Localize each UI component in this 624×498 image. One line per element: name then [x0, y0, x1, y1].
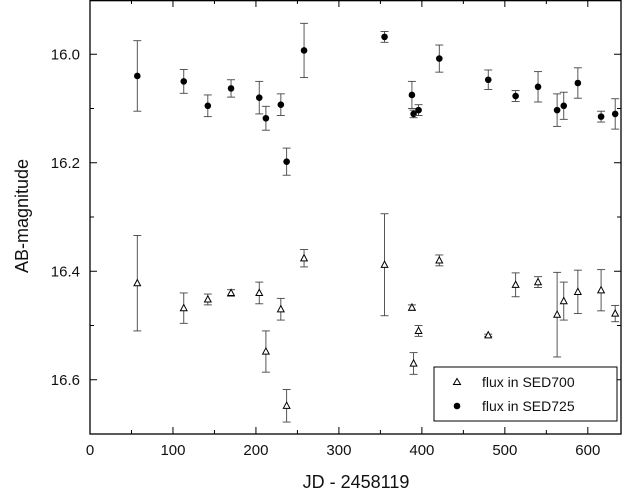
data-point-circle	[512, 92, 519, 100]
marks-layer	[133, 22, 620, 423]
data-point-circle	[435, 55, 443, 62]
data-point-circle	[553, 106, 561, 114]
data-point-triangle	[435, 255, 444, 264]
x-tick-label: 100	[160, 442, 185, 459]
data-point-circle	[534, 83, 542, 91]
data-point-circle	[408, 91, 416, 99]
legend-label-sed700: flux in SED700	[482, 374, 575, 390]
data-point-triangle	[559, 296, 568, 305]
y-tick-label: 16.6	[51, 372, 80, 389]
data-point-circle	[574, 79, 582, 87]
legend-circle-marker	[453, 402, 461, 410]
y-tick-label: 16.2	[51, 155, 80, 172]
y-tick-label: 16.4	[51, 263, 80, 280]
data-point-triangle	[484, 330, 493, 339]
x-axis-title: JD - 2458119	[303, 472, 410, 492]
y-tick-label: 16.0	[51, 46, 80, 63]
data-point-circle	[133, 72, 141, 80]
x-tick-label: 0	[86, 442, 94, 459]
x-tick-label: 600	[575, 442, 600, 459]
data-point-triangle	[407, 302, 417, 311]
series-sed725	[133, 22, 620, 176]
data-point-triangle	[299, 253, 309, 262]
data-point-circle	[597, 113, 605, 120]
data-point-circle	[180, 78, 188, 85]
data-point-triangle	[552, 309, 562, 318]
data-point-triangle	[409, 358, 418, 367]
axis-layer: 0 100 200 300 400 500 600 16.0 16.2 16.4 16.6	[51, 0, 621, 459]
data-point-triangle	[573, 287, 582, 295]
data-point-triangle	[261, 346, 271, 355]
data-point-circle	[484, 76, 492, 84]
data-point-circle	[381, 33, 388, 41]
legend-label-sed725: flux in SED725	[482, 398, 575, 414]
data-point-triangle	[133, 278, 142, 287]
x-tick-label: 200	[243, 442, 268, 459]
data-point-circle	[255, 94, 263, 101]
data-point-circle	[227, 85, 235, 92]
legend-box	[433, 366, 618, 422]
data-point-triangle	[179, 303, 188, 312]
series-sed700	[133, 213, 620, 423]
data-point-circle	[277, 101, 285, 109]
x-tick-label: 300	[326, 442, 351, 459]
data-point-triangle	[596, 285, 606, 294]
y-axis-title: AB-magnitude	[12, 159, 32, 273]
data-point-triangle	[255, 288, 264, 297]
legend-triangle-marker	[452, 377, 462, 385]
x-tick-label: 400	[409, 442, 434, 459]
data-point-triangle	[380, 260, 389, 268]
data-point-circle	[560, 102, 568, 110]
data-point-triangle	[533, 277, 543, 286]
data-point-triangle	[414, 326, 423, 335]
data-point-triangle	[282, 401, 291, 409]
data-point-circle	[415, 106, 422, 114]
data-point-triangle	[226, 288, 236, 297]
data-point-triangle	[611, 308, 620, 317]
data-point-circle	[283, 158, 290, 165]
data-point-circle	[300, 47, 308, 54]
data-point-circle	[611, 110, 619, 118]
data-point-circle	[262, 114, 270, 122]
x-tick-label: 500	[492, 442, 517, 459]
data-point-circle	[204, 102, 212, 110]
legend: flux in SED700 flux in SED725	[433, 366, 618, 422]
data-point-triangle	[511, 280, 520, 288]
data-point-triangle	[203, 294, 212, 303]
data-point-triangle	[276, 304, 285, 313]
